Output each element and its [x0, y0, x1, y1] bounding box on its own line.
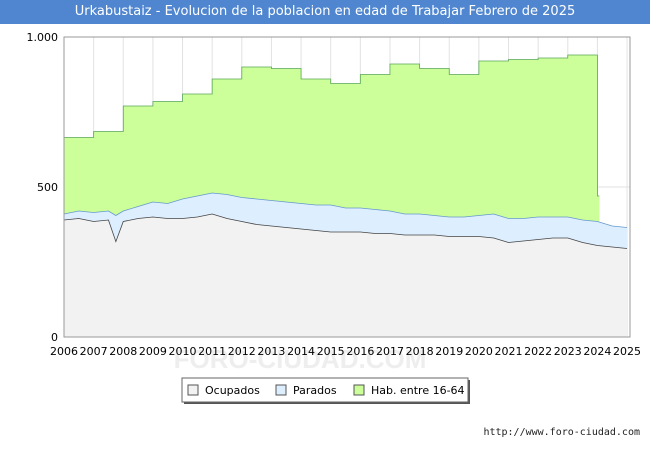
series-layer	[63, 54, 628, 337]
plot-border	[63, 36, 631, 338]
x-tick-label: 2015	[317, 345, 345, 358]
x-tick-label: 2008	[109, 345, 137, 358]
x-tick-label: 2007	[80, 345, 108, 358]
legend-swatch-hab-entre-16-64	[353, 384, 365, 396]
legend-swatch-ocupados	[187, 384, 199, 396]
x-tick-label: 2009	[139, 345, 167, 358]
legend-swatch-parados	[275, 384, 287, 396]
series-line-hab-entre-16-64	[64, 54, 600, 197]
series-area-ocupados	[64, 214, 628, 337]
legend-label-hab-entre-16-64: Hab. entre 16-64	[371, 384, 465, 397]
x-tick-label: 2021	[495, 345, 523, 358]
y-tick-label: 0	[51, 331, 58, 344]
chart-title: Urkabustaiz - Evolucion de la poblacion …	[0, 0, 650, 24]
x-tick-label: 2019	[435, 345, 463, 358]
y-tick-label: 500	[37, 181, 58, 194]
legend-label-ocupados: Ocupados	[205, 384, 260, 397]
x-tick-label: 2022	[524, 345, 552, 358]
x-tick-label: 2014	[287, 345, 315, 358]
legend: Ocupados Parados Hab. entre 16-64	[181, 377, 470, 404]
series-line-parados	[63, 192, 628, 228]
x-tick-label: 2013	[257, 345, 285, 358]
y-tick-label: 1.000	[27, 31, 59, 44]
x-tick-label: 2017	[376, 345, 404, 358]
x-tick-label: 2012	[228, 345, 256, 358]
x-tick-label: 2010	[169, 345, 197, 358]
x-tick-label: 2023	[554, 345, 582, 358]
x-tick-label: 2020	[465, 345, 493, 358]
x-tick-label: 2011	[198, 345, 226, 358]
watermark: FORO-CIUDAD.COM	[174, 344, 427, 374]
x-tick-label: 2006	[50, 345, 78, 358]
x-tick-label: 2024	[583, 345, 611, 358]
legend-label-parados: Parados	[293, 384, 337, 397]
series-line-ocupados	[63, 213, 628, 249]
legend-box	[181, 377, 469, 403]
footer-url[interactable]: http://www.foro-ciudad.com	[483, 427, 640, 438]
x-tick-label: 2018	[406, 345, 434, 358]
x-tick-label: 2025	[613, 345, 641, 358]
x-tick-label: 2016	[346, 345, 374, 358]
